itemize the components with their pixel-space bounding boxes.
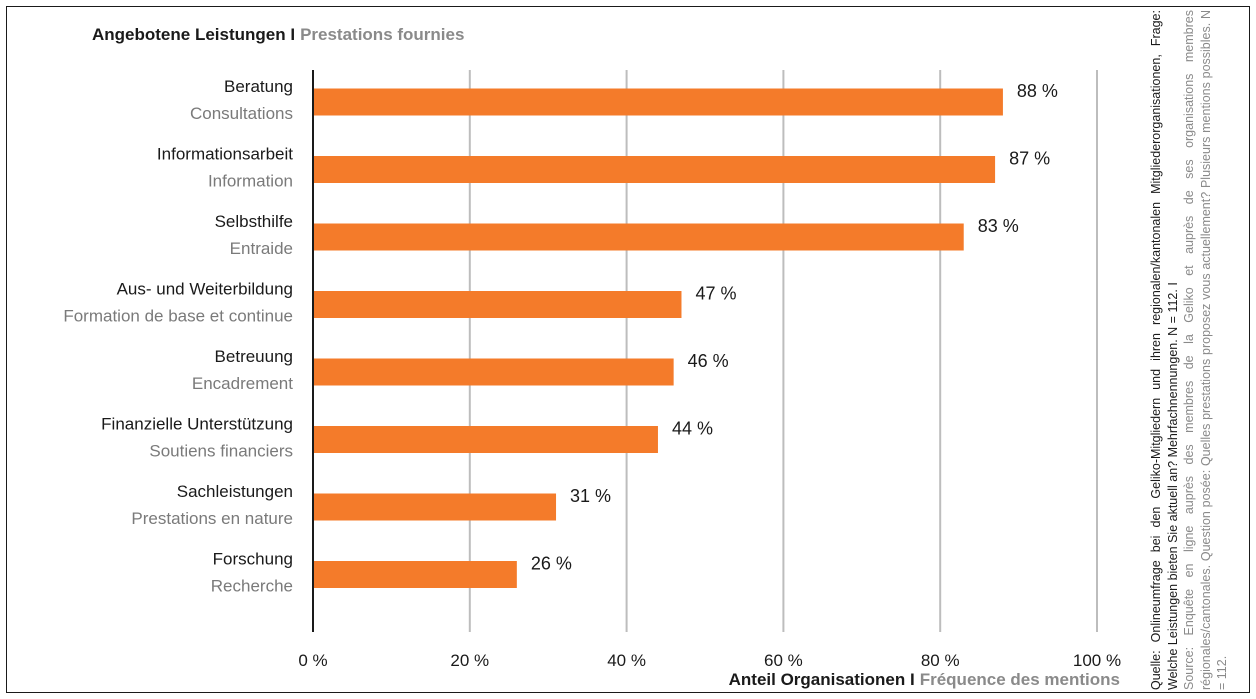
bar-value-label: 87 % (1009, 149, 1050, 169)
source-note-fr: Source: Enquête en ligne auprès des memb… (1181, 10, 1231, 690)
bar (313, 426, 658, 453)
x-tick-label: 100 % (1073, 651, 1121, 670)
bar-value-label: 47 % (695, 284, 736, 304)
bar-value-label: 44 % (672, 419, 713, 439)
category-label-fr: Recherche (211, 577, 293, 596)
x-tick-label: 40 % (607, 651, 646, 670)
x-axis-label-de: Anteil Organisationen I (729, 670, 915, 689)
x-tick-label: 0 % (298, 651, 327, 670)
source-note-de: Quelle: Onlineumfrage bei den Geliko-Mit… (1148, 10, 1181, 690)
category-label-de: Sachleistungen (177, 482, 293, 501)
x-tick-label: 20 % (450, 651, 489, 670)
bar-value-label: 46 % (688, 351, 729, 371)
category-label-de: Selbsthilfe (215, 212, 293, 231)
bar (313, 224, 964, 251)
category-label-de: Aus- und Weiterbildung (117, 280, 293, 299)
x-axis-label-fr: Fréquence des mentions (920, 670, 1120, 689)
x-tick-label: 80 % (921, 651, 960, 670)
category-label-fr: Encadrement (192, 374, 293, 393)
category-labels: Beratung Consultations Informationsarbeit I… (63, 77, 293, 596)
category-label-de: Beratung (224, 77, 293, 96)
chart-title: Angebotene Leistungen I Prestations fourn… (92, 25, 464, 44)
bar-value-label: 88 % (1017, 81, 1058, 101)
bar (313, 156, 995, 183)
category-label-fr: Soutiens financiers (149, 442, 293, 461)
bar (313, 291, 681, 318)
x-tick-labels: 0 % 20 % 40 % 60 % 80 % 100 % (298, 651, 1121, 670)
bars: 88 % 87 % 83 % 47 % 46 % 44 % 31 % 26 % (313, 81, 1058, 588)
category-label-fr: Entraide (230, 239, 293, 258)
source-note: Quelle: Onlineumfrage bei den Geliko-Mit… (1148, 10, 1256, 690)
category-label-de: Betreuung (215, 347, 293, 366)
category-label-fr: Formation de base et continue (63, 307, 293, 326)
category-label-de: Forschung (213, 550, 293, 569)
category-label-fr: Consultations (190, 104, 293, 123)
bar (313, 89, 1003, 116)
category-label-de: Finanzielle Unterstützung (101, 415, 293, 434)
x-tick-label: 60 % (764, 651, 803, 670)
chart-title-fr: Prestations fournies (300, 25, 464, 44)
bar-value-label: 31 % (570, 486, 611, 506)
bar (313, 561, 517, 588)
category-label-de: Informationsarbeit (157, 145, 293, 164)
chart-title-de: Angebotene Leistungen I (92, 25, 295, 44)
bar-value-label: 83 % (978, 216, 1019, 236)
bar (313, 359, 674, 386)
bar-value-label: 26 % (531, 554, 572, 574)
bar (313, 494, 556, 521)
gridlines (470, 70, 1097, 632)
category-label-fr: Information (208, 172, 293, 191)
category-label-fr: Prestations en nature (131, 509, 293, 528)
x-axis-label: Anteil Organisationen I Fréquence des men… (729, 670, 1120, 689)
